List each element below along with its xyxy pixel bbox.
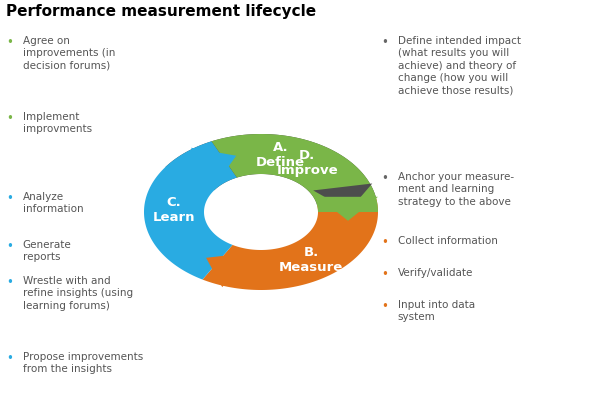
Polygon shape	[318, 197, 378, 221]
Text: B.
Measure: B. Measure	[279, 246, 343, 274]
Text: •: •	[381, 268, 388, 281]
Text: •: •	[6, 36, 13, 49]
Text: Input into data
system: Input into data system	[398, 300, 475, 322]
Text: Verify/validate: Verify/validate	[398, 268, 473, 278]
Polygon shape	[212, 134, 378, 212]
Text: D.
Improve: D. Improve	[276, 149, 338, 177]
Text: Collect information: Collect information	[398, 236, 497, 246]
Text: •: •	[381, 300, 388, 313]
Polygon shape	[165, 134, 376, 206]
Polygon shape	[191, 148, 236, 184]
Text: Anchor your measure-
ment and learning
strategy to the above: Anchor your measure- ment and learning s…	[398, 172, 514, 207]
Polygon shape	[206, 252, 252, 287]
Polygon shape	[144, 141, 237, 280]
Text: •: •	[381, 172, 388, 185]
Text: •: •	[381, 236, 388, 249]
Text: Generate
reports: Generate reports	[23, 240, 71, 262]
Text: Wrestle with and
refine insights (using
learning forums): Wrestle with and refine insights (using …	[23, 276, 133, 311]
Text: C.
Learn: C. Learn	[153, 196, 196, 224]
Text: Analyze
information: Analyze information	[23, 192, 83, 214]
Text: •: •	[6, 240, 13, 253]
Text: Define intended impact
(what results you will
achieve) and theory of
change (how: Define intended impact (what results you…	[398, 36, 521, 96]
Polygon shape	[313, 184, 372, 210]
Polygon shape	[203, 198, 378, 290]
Text: •: •	[6, 276, 13, 289]
Text: •: •	[6, 352, 13, 365]
Text: •: •	[381, 36, 388, 49]
Text: Agree on
improvements (in
decision forums): Agree on improvements (in decision forum…	[23, 36, 115, 71]
Text: Propose improvements
from the insights: Propose improvements from the insights	[23, 352, 143, 374]
Text: •: •	[6, 112, 13, 125]
Text: Implement
improvments: Implement improvments	[23, 112, 92, 134]
Text: A.
Define: A. Define	[256, 142, 305, 170]
Text: Performance measurement lifecycle: Performance measurement lifecycle	[6, 4, 316, 19]
Text: •: •	[6, 192, 13, 205]
Circle shape	[209, 177, 313, 247]
